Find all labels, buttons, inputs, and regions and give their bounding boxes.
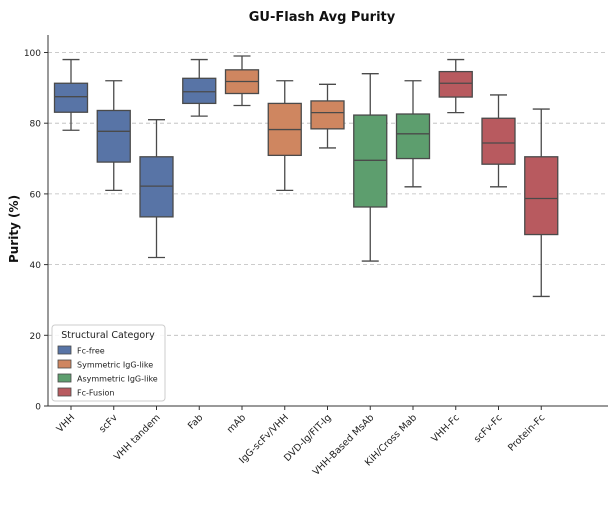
iqr-box bbox=[395, 113, 431, 160]
x-tick-label: VHH bbox=[55, 412, 77, 434]
legend-swatch bbox=[57, 359, 72, 369]
y-axis-label: Purity (%) bbox=[7, 195, 21, 263]
x-tick-label: mAb bbox=[225, 412, 248, 435]
y-tick-label: 0 bbox=[35, 403, 41, 413]
legend-swatch bbox=[57, 345, 72, 355]
y-tick-label: 20 bbox=[30, 332, 42, 342]
legend-swatch bbox=[57, 387, 72, 397]
iqr-box bbox=[438, 70, 473, 98]
legend-swatch bbox=[57, 373, 72, 383]
iqr-box bbox=[481, 117, 516, 165]
iqr-box bbox=[53, 82, 89, 113]
box-dvd-ig-fit-ig bbox=[310, 83, 345, 149]
x-tick-label: Protein-Fc bbox=[506, 412, 547, 453]
box-protein-fc bbox=[524, 108, 559, 298]
box-kih-cross-mab bbox=[395, 80, 431, 188]
legend-entry-label: Asymmetric IgG-like bbox=[77, 375, 158, 384]
x-tick-label: scFv-Fc bbox=[472, 412, 505, 445]
box-scfv-fc bbox=[481, 94, 516, 188]
legend-entry-label: Fc-Fusion bbox=[77, 389, 114, 398]
y-tick-label: 100 bbox=[24, 49, 41, 59]
box-igg-scfv-vhh bbox=[267, 80, 302, 192]
iqr-box bbox=[524, 156, 559, 236]
box-mab bbox=[224, 55, 260, 107]
chart-title: GU-Flash Avg Purity bbox=[249, 10, 396, 25]
box-scfv bbox=[96, 80, 131, 192]
box-vhh-fc bbox=[438, 58, 473, 114]
box-vhh-tandem bbox=[139, 119, 174, 259]
iqr-box bbox=[139, 156, 174, 218]
legend: Structural Category Fc-free Symmetric IgG-… bbox=[51, 324, 166, 402]
x-tick-label: VHH-Fc bbox=[429, 412, 461, 444]
legend-entry-label: Fc-free bbox=[77, 347, 105, 356]
iqr-box bbox=[310, 100, 345, 130]
y-tick-label: 80 bbox=[30, 120, 42, 130]
y-tick-label: 40 bbox=[30, 261, 42, 271]
legend-frame bbox=[51, 324, 166, 402]
x-tick-label: scFv bbox=[97, 412, 120, 435]
legend-title: Structural Category bbox=[61, 330, 155, 341]
iqr-box bbox=[353, 114, 388, 208]
legend-entry-label: Symmetric IgG-like bbox=[77, 361, 153, 370]
box-vhh bbox=[53, 58, 89, 131]
box-fab bbox=[182, 58, 217, 117]
iqr-box bbox=[182, 77, 217, 105]
y-tick-label: 60 bbox=[30, 190, 42, 200]
x-tick-label: Fab bbox=[186, 412, 205, 431]
box-vhh-based-msab bbox=[353, 73, 388, 262]
iqr-box bbox=[96, 109, 131, 163]
